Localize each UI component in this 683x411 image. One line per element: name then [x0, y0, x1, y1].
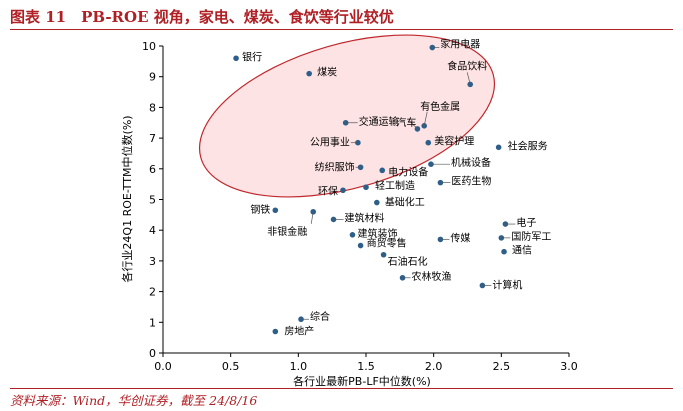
leader-line	[409, 120, 418, 130]
y-tick-label: 7	[149, 132, 156, 145]
leader-line	[466, 72, 471, 85]
point-label: 环保	[318, 184, 338, 197]
point-label: 通信	[512, 245, 532, 257]
title-rule	[10, 29, 673, 30]
y-axis-label: 各行业24Q1 ROE-TTM中位数(%)	[120, 115, 134, 282]
data-point	[349, 232, 356, 238]
point-label: 房地产	[284, 325, 314, 338]
point-label: 医药生物	[451, 175, 491, 188]
point-label: 纺织服饰	[315, 160, 355, 173]
point-label: 食品饮料	[447, 59, 487, 72]
data-point	[501, 248, 507, 255]
point-label: 美容护理	[434, 135, 474, 148]
x-tick-label: 3.0	[560, 360, 578, 373]
data-point	[272, 207, 279, 214]
data-point	[272, 328, 279, 335]
point-label: 钢铁	[250, 203, 270, 216]
y-tick-label: 5	[149, 194, 156, 207]
y-tick-label: 6	[149, 163, 156, 176]
point-label: 农林牧渔	[412, 270, 452, 283]
source-rule	[10, 388, 673, 389]
point-label: 煤炭	[317, 66, 337, 79]
point-label: 机械设备	[451, 156, 491, 169]
data-point	[374, 199, 380, 206]
source-note: 资料来源：Wind，华创证券，截至 24/8/16	[10, 393, 258, 408]
y-tick-label: 9	[149, 71, 156, 84]
y-tick-label: 10	[142, 40, 156, 53]
data-point	[380, 251, 387, 258]
x-tick-label: 1.0	[290, 360, 308, 373]
point-label: 综合	[310, 310, 330, 323]
x-tick-label: 2.0	[425, 360, 443, 373]
leader-line	[423, 111, 428, 126]
x-tick-label: 1.5	[357, 360, 375, 373]
point-label: 国防军工	[511, 230, 551, 243]
data-point	[495, 144, 502, 151]
y-tick-label: 0	[149, 347, 156, 360]
point-label: 汽车	[396, 116, 416, 129]
highlight-ellipse	[198, 34, 496, 198]
y-tick-label: 8	[149, 101, 156, 114]
point-label: 商贸零售	[367, 237, 407, 250]
point-label: 电力设备	[388, 165, 428, 178]
data-point	[340, 187, 346, 194]
y-tick-label: 2	[149, 286, 156, 299]
point-label: 石油石化	[388, 255, 428, 268]
data-point	[306, 70, 312, 77]
point-label: 轻工制造	[375, 179, 415, 192]
data-point	[357, 242, 364, 249]
x-tick-label: 0.5	[222, 360, 240, 373]
point-label: 建筑材料	[345, 211, 385, 224]
point-label: 非银金融	[267, 225, 307, 238]
data-point	[363, 184, 369, 191]
point-label: 电子	[516, 216, 536, 229]
data-point	[310, 208, 317, 215]
data-point	[233, 55, 239, 62]
y-tick-label: 4	[149, 224, 156, 237]
point-label: 公用事业	[310, 136, 350, 149]
y-tick-label: 3	[149, 255, 156, 268]
data-point	[379, 167, 386, 174]
x-axis-label: 各行业最新PB-LF中位数(%)	[293, 374, 431, 388]
point-label: 银行	[242, 50, 262, 63]
x-tick-label: 2.5	[493, 360, 511, 373]
leader-line	[310, 211, 314, 224]
data-point	[425, 139, 432, 146]
point-label: 社会服务	[508, 139, 548, 152]
point-label: 有色金属	[420, 100, 460, 113]
point-label: 建筑装饰	[357, 227, 397, 240]
point-label: 交通运输	[359, 115, 399, 128]
figure-title: 图表 11 PB-ROE 视角，家电、煤炭、食饮等行业较优	[10, 8, 394, 26]
point-label: 家用电器	[440, 38, 480, 51]
x-tick-label: 0.0	[154, 360, 172, 373]
point-label: 计算机	[492, 278, 522, 291]
y-tick-label: 1	[149, 316, 156, 329]
point-label: 传媒	[450, 232, 470, 244]
point-label: 基础化工	[385, 196, 425, 209]
